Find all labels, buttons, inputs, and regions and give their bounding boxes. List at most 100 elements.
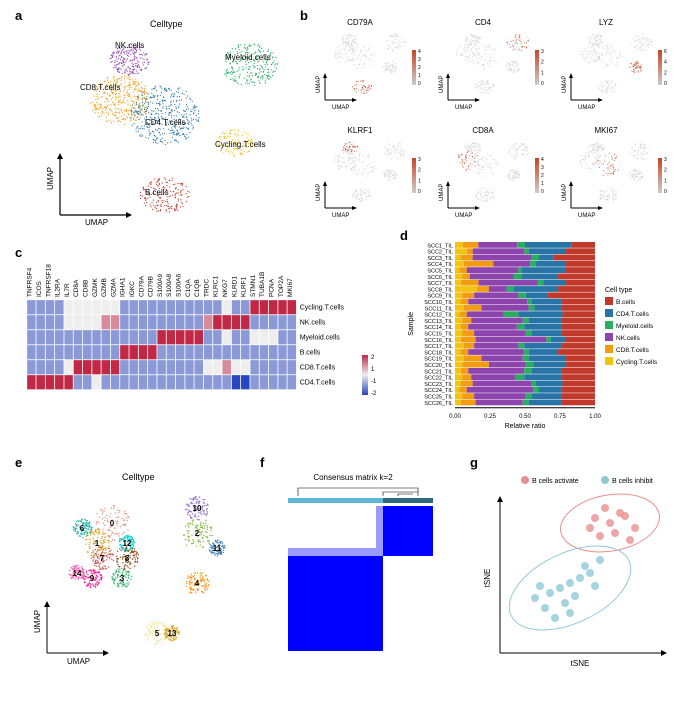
svg-text:S100A6: S100A6 (175, 273, 182, 297)
panel-a-umap: Celltype NK.cells CD8.T.cells CD4.T.cells My… (25, 15, 295, 225)
svg-text:IL7R: IL7R (64, 283, 71, 297)
svg-text:UMAP: UMAP (562, 184, 568, 201)
svg-text:SCC4_TIL: SCC4_TIL (427, 262, 453, 268)
svg-text:SCC2_TIL: SCC2_TIL (427, 250, 453, 256)
svg-text:B.cells: B.cells (145, 188, 169, 197)
panel-a-label: a (15, 8, 22, 23)
svg-text:2: 2 (541, 60, 544, 66)
svg-text:GZMB: GZMB (101, 278, 108, 297)
svg-text:Myeloid.cells: Myeloid.cells (225, 53, 271, 62)
svg-text:SCC24_TIL: SCC24_TIL (424, 388, 453, 394)
svg-text:0.75: 0.75 (554, 414, 566, 420)
svg-text:2: 2 (418, 168, 421, 174)
svg-text:0: 0 (418, 81, 421, 87)
svg-text:SCC12_TIL: SCC12_TIL (424, 313, 453, 319)
svg-text:CD4.T.cells: CD4.T.cells (145, 118, 185, 127)
svg-text:STMN1: STMN1 (250, 275, 257, 297)
svg-text:UMAP: UMAP (578, 105, 595, 111)
svg-text:2: 2 (418, 65, 421, 71)
svg-text:4: 4 (664, 60, 667, 66)
svg-text:Celltype: Celltype (150, 19, 183, 29)
svg-text:UMAP: UMAP (439, 184, 445, 201)
svg-text:SCC26_TIL: SCC26_TIL (424, 401, 453, 407)
svg-text:PCNA: PCNA (268, 278, 275, 297)
svg-text:CD79A: CD79A (347, 18, 373, 27)
svg-text:3: 3 (120, 574, 125, 583)
svg-text:0: 0 (541, 189, 544, 195)
panel-f-consensus: Consensus matrix k=2 (268, 468, 458, 668)
svg-text:SCC10_TIL: SCC10_TIL (424, 300, 453, 306)
svg-text:ICOS: ICOS (36, 280, 43, 297)
svg-text:S100A9: S100A9 (157, 273, 164, 297)
svg-text:UMAP: UMAP (562, 76, 568, 93)
svg-text:TOP2A: TOP2A (278, 275, 285, 297)
svg-text:CD79A: CD79A (138, 275, 145, 297)
svg-text:4: 4 (541, 157, 544, 163)
svg-text:TNFRSF18: TNFRSF18 (45, 264, 52, 297)
svg-text:-1: -1 (371, 379, 377, 385)
svg-text:SCC5_TIL: SCC5_TIL (427, 269, 453, 275)
panel-f-label: f (260, 455, 264, 470)
svg-text:8: 8 (125, 554, 130, 563)
svg-text:1.00: 1.00 (589, 414, 601, 420)
svg-text:SCC18_TIL: SCC18_TIL (424, 350, 453, 356)
svg-text:1: 1 (541, 70, 544, 76)
svg-text:SCC21_TIL: SCC21_TIL (424, 369, 453, 375)
svg-text:SCC3_TIL: SCC3_TIL (427, 256, 453, 262)
svg-text:UMAP: UMAP (332, 105, 349, 111)
svg-text:SCC17_TIL: SCC17_TIL (424, 344, 453, 350)
svg-text:0: 0 (418, 189, 421, 195)
svg-text:S100A8: S100A8 (166, 273, 173, 297)
panel-b-label: b (300, 8, 308, 23)
svg-text:SCC11_TIL: SCC11_TIL (425, 306, 453, 312)
svg-text:SCC7_TIL: SCC7_TIL (427, 281, 453, 287)
svg-text:KLRF1: KLRF1 (241, 276, 248, 297)
svg-text:CD8.T.cells: CD8.T.cells (616, 347, 650, 354)
svg-text:SCC9_TIL: SCC9_TIL (427, 294, 453, 300)
svg-text:0.25: 0.25 (484, 414, 496, 420)
svg-text:1: 1 (418, 73, 421, 79)
svg-text:CD8A: CD8A (472, 126, 494, 135)
svg-text:CD8B: CD8B (82, 280, 89, 297)
svg-text:NK.cells: NK.cells (115, 41, 144, 50)
svg-text:IGKC: IGKC (129, 281, 136, 297)
panel-g-tsne: B cells activateB cells inhibittSNEtSNE (475, 468, 685, 678)
svg-text:B.cells: B.cells (300, 350, 321, 357)
svg-text:CD8A: CD8A (73, 279, 80, 297)
svg-text:2: 2 (541, 173, 544, 179)
svg-text:UMAP: UMAP (578, 213, 595, 219)
svg-text:IGHA1: IGHA1 (120, 277, 127, 297)
svg-text:1: 1 (664, 178, 667, 184)
svg-text:3: 3 (418, 157, 421, 163)
svg-text:2: 2 (664, 70, 667, 76)
svg-text:LYZ: LYZ (599, 18, 613, 27)
svg-text:KLRF1: KLRF1 (348, 126, 373, 135)
svg-text:3: 3 (541, 49, 544, 55)
svg-text:0: 0 (664, 81, 667, 87)
svg-text:SCC14_TIL: SCC14_TIL (424, 325, 453, 331)
svg-text:0.50: 0.50 (519, 414, 531, 420)
svg-text:SCC15_TIL: SCC15_TIL (424, 332, 453, 338)
svg-text:TRDC: TRDC (203, 279, 210, 297)
svg-text:CD8.T.cells: CD8.T.cells (80, 83, 120, 92)
panel-d-stacked: SCC1_TILSCC2_TILSCC3_TILSCC4_TILSCC5_TIL… (405, 232, 685, 452)
svg-text:UMAP: UMAP (46, 167, 55, 190)
svg-text:1: 1 (418, 178, 421, 184)
svg-text:1: 1 (95, 539, 100, 548)
svg-text:Myeloid.cells: Myeloid.cells (300, 335, 341, 342)
svg-text:SCC25_TIL: SCC25_TIL (424, 395, 453, 401)
svg-text:6: 6 (664, 49, 667, 55)
svg-text:SCC20_TIL: SCC20_TIL (424, 363, 453, 369)
svg-text:1: 1 (371, 367, 375, 373)
svg-text:2: 2 (664, 168, 667, 174)
svg-text:Cell type: Cell type (605, 287, 632, 294)
svg-text:Cycling.T.cells: Cycling.T.cells (300, 305, 345, 312)
svg-text:7: 7 (100, 554, 105, 563)
svg-text:C1QB: C1QB (194, 279, 201, 297)
panel-e-umap: Celltype01234567891011121314UMAPUMAP (22, 468, 252, 668)
svg-text:-2: -2 (371, 391, 377, 397)
svg-text:2: 2 (195, 529, 200, 538)
svg-text:SCC23_TIL: SCC23_TIL (424, 382, 453, 388)
svg-text:SCC13_TIL: SCC13_TIL (424, 319, 453, 325)
svg-text:TUBA1B: TUBA1B (259, 272, 266, 297)
